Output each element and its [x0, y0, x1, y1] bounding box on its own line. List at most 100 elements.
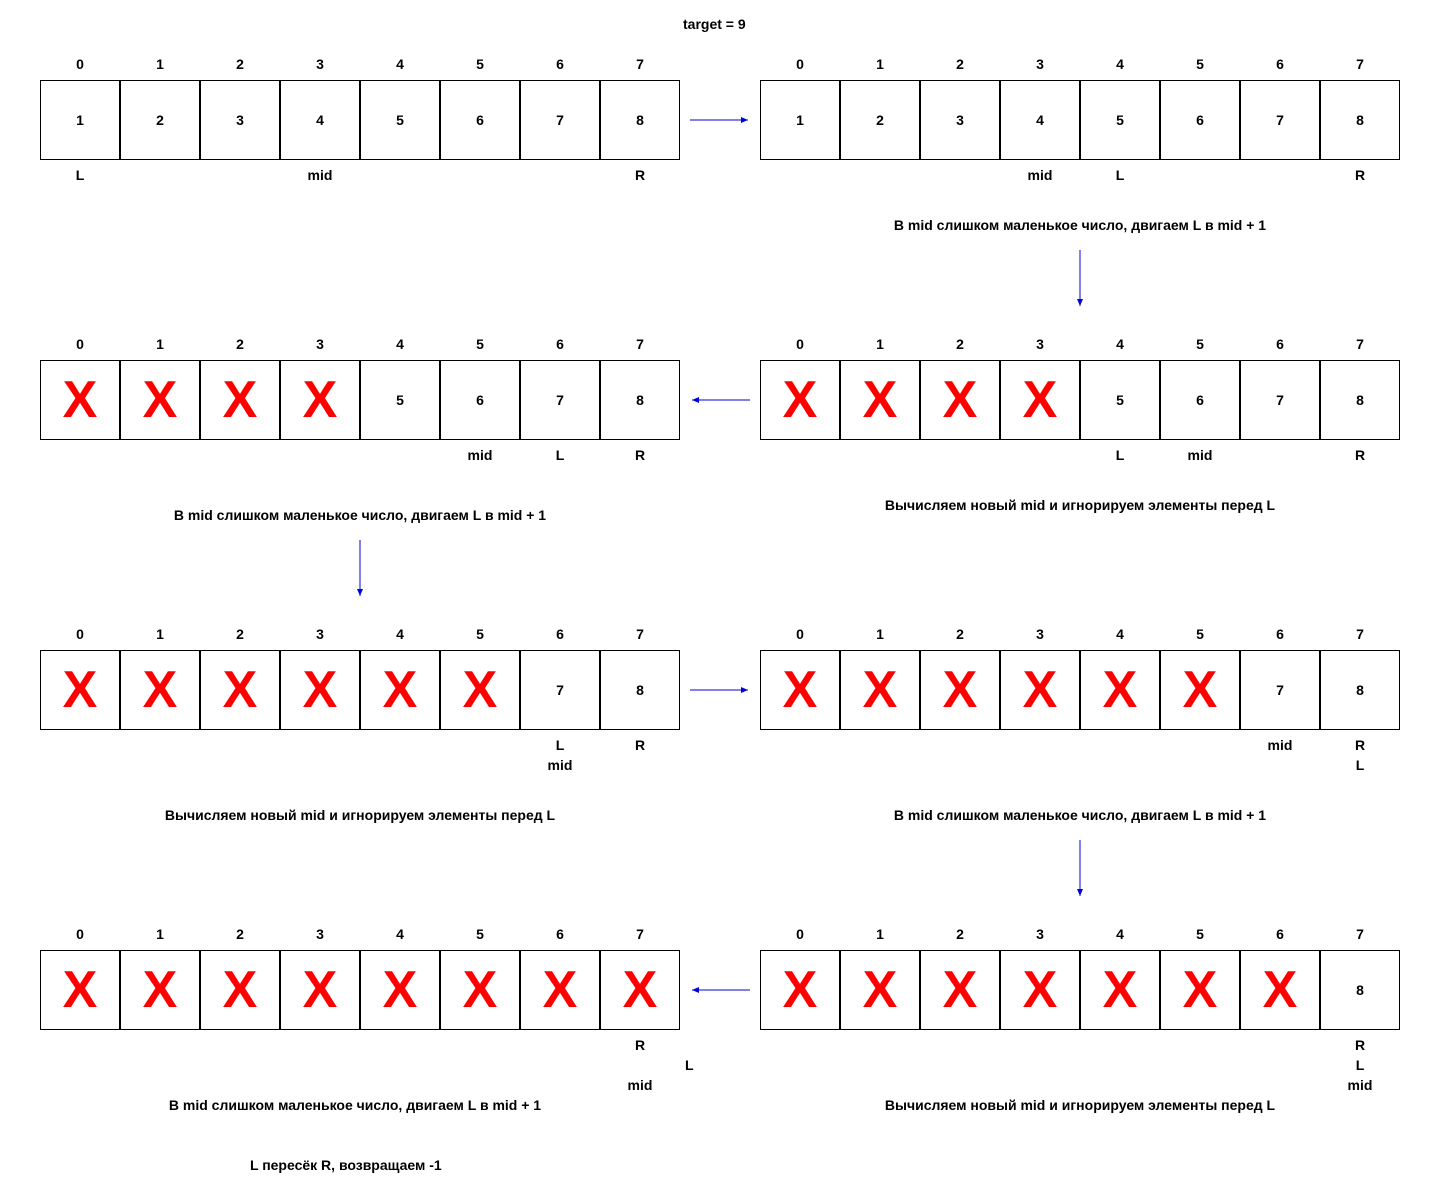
pointer-label: R: [1354, 1037, 1366, 1053]
array-cell: 8: [600, 650, 680, 730]
index-label: 4: [1116, 926, 1124, 942]
index-label: 2: [956, 56, 964, 72]
array-cell: 6: [1160, 360, 1240, 440]
eliminated-cell: X: [520, 950, 600, 1030]
eliminated-cell: X: [1000, 360, 1080, 440]
step-caption: В mid слишком маленькое число, двигаем L…: [173, 507, 547, 523]
index-label: 1: [876, 336, 884, 352]
index-label: 5: [1196, 56, 1204, 72]
index-label: 1: [156, 56, 164, 72]
eliminated-cell: X: [840, 950, 920, 1030]
eliminated-cell: X: [920, 950, 1000, 1030]
index-label: 0: [796, 626, 804, 642]
index-label: 0: [76, 926, 84, 942]
pointer-label: R: [1354, 447, 1366, 463]
array-cell: 5: [360, 360, 440, 440]
eliminated-cell: X: [1080, 950, 1160, 1030]
pointer-label: L: [555, 737, 565, 753]
index-label: 0: [76, 626, 84, 642]
pointer-label: mid: [467, 447, 493, 463]
pointer-label: R: [634, 737, 646, 753]
index-label: 0: [796, 336, 804, 352]
array-cell: 6: [440, 360, 520, 440]
eliminated-cell: X: [40, 950, 120, 1030]
index-label: 3: [316, 926, 324, 942]
eliminated-cell: X: [920, 360, 1000, 440]
index-label: 5: [1196, 626, 1204, 642]
step-caption: Вычисляем новый mid и игнорируем элемент…: [884, 1097, 1276, 1113]
eliminated-cell: X: [120, 360, 200, 440]
eliminated-cell: X: [440, 950, 520, 1030]
eliminated-cell: X: [1160, 950, 1240, 1030]
eliminated-cell: X: [280, 650, 360, 730]
array-cell: 5: [1080, 360, 1160, 440]
step-caption: Вычисляем новый mid и игнорируем элемент…: [884, 497, 1276, 513]
index-label: 1: [876, 56, 884, 72]
index-label: 3: [1036, 926, 1044, 942]
array-cell: 1: [40, 80, 120, 160]
eliminated-cell: X: [360, 650, 440, 730]
array-cell: 7: [520, 80, 600, 160]
index-label: 5: [476, 926, 484, 942]
array-cell: 8: [1320, 80, 1400, 160]
index-label: 7: [1356, 56, 1364, 72]
eliminated-cell: X: [120, 650, 200, 730]
eliminated-cell: X: [1080, 650, 1160, 730]
index-label: 2: [236, 626, 244, 642]
eliminated-cell: X: [840, 650, 920, 730]
pointer-label: mid: [627, 1077, 653, 1093]
pointer-label: L: [555, 447, 565, 463]
pointer-label: mid: [1027, 167, 1053, 183]
index-label: 4: [396, 56, 404, 72]
index-label: 4: [396, 926, 404, 942]
array-cell: 2: [840, 80, 920, 160]
step-caption: В mid слишком маленькое число, двигаем L…: [893, 217, 1267, 233]
pointer-label: R: [634, 447, 646, 463]
eliminated-cell: X: [200, 360, 280, 440]
pointer-label: mid: [1347, 1077, 1373, 1093]
index-label: 5: [1196, 926, 1204, 942]
array-cell: 6: [1160, 80, 1240, 160]
pointer-label: R: [634, 167, 646, 183]
eliminated-cell: X: [440, 650, 520, 730]
index-label: 6: [1276, 926, 1284, 942]
pointer-label: R: [1354, 167, 1366, 183]
pointer-label: R: [634, 1037, 646, 1053]
index-label: 4: [1116, 336, 1124, 352]
index-label: 7: [636, 926, 644, 942]
eliminated-cell: X: [840, 360, 920, 440]
eliminated-cell: X: [40, 360, 120, 440]
array-cell: 7: [1240, 650, 1320, 730]
index-label: 4: [1116, 56, 1124, 72]
index-label: 4: [1116, 626, 1124, 642]
index-label: 6: [556, 926, 564, 942]
index-label: 1: [876, 626, 884, 642]
eliminated-cell: X: [1000, 650, 1080, 730]
eliminated-cell: X: [360, 950, 440, 1030]
index-label: 2: [956, 626, 964, 642]
index-label: 5: [476, 336, 484, 352]
array-cell: 4: [1000, 80, 1080, 160]
array-cell: 7: [1240, 360, 1320, 440]
index-label: 7: [1356, 626, 1364, 642]
index-label: 5: [476, 56, 484, 72]
pointer-label: mid: [1187, 447, 1213, 463]
eliminated-cell: X: [760, 950, 840, 1030]
index-label: 7: [1356, 336, 1364, 352]
index-label: 1: [156, 926, 164, 942]
eliminated-cell: X: [120, 950, 200, 1030]
final-note: L пересёк R, возвращаем -1: [250, 1157, 442, 1173]
pointer-label: L: [1355, 757, 1365, 773]
eliminated-cell: X: [40, 650, 120, 730]
index-label: 6: [1276, 336, 1284, 352]
array-cell: 3: [200, 80, 280, 160]
array-cell: 7: [1240, 80, 1320, 160]
pointer-label: L: [1115, 167, 1125, 183]
array-cell: 6: [440, 80, 520, 160]
index-label: 2: [956, 926, 964, 942]
index-label: 0: [76, 56, 84, 72]
index-label: 7: [1356, 926, 1364, 942]
index-label: 3: [316, 626, 324, 642]
eliminated-cell: X: [920, 650, 1000, 730]
index-label: 7: [636, 56, 644, 72]
